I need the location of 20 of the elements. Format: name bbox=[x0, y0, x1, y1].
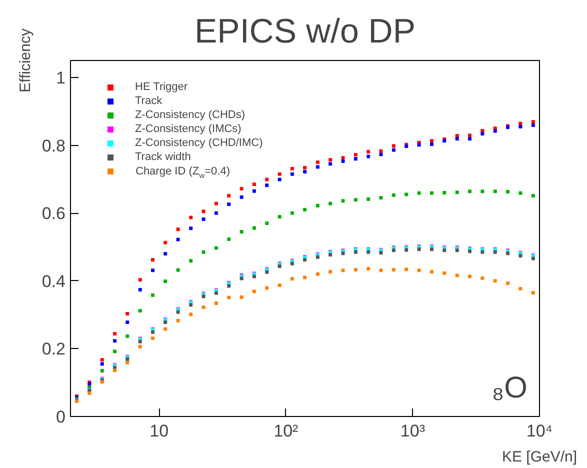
annotation: ₈O bbox=[492, 372, 528, 404]
chart-title: EPICS w/o DP bbox=[194, 12, 416, 50]
legend-label: Z-Consistency (CHD/IMC) bbox=[135, 136, 263, 150]
legend-label: Track bbox=[135, 94, 162, 108]
y-tick-label: 0.6 bbox=[42, 204, 66, 224]
x-tick-label: 10³ bbox=[400, 422, 426, 440]
y-axis-title: Efficiency bbox=[16, 28, 34, 92]
legend-label: Z-Consistency (CHDs) bbox=[135, 108, 246, 122]
y-tick-label: 0.8 bbox=[42, 136, 66, 156]
legend-label: Z-Consistency (IMCs) bbox=[135, 122, 242, 136]
x-axis-title: KE [GeV/n] bbox=[502, 448, 578, 466]
x-tick-label: 10 bbox=[150, 422, 169, 440]
y-tick-label: 0 bbox=[56, 408, 66, 426]
x-tick-label: 10⁴ bbox=[526, 422, 553, 440]
x-tick-label: 10² bbox=[274, 422, 299, 440]
y-tick-label: 0.4 bbox=[42, 272, 66, 291]
y-tick-label: 1 bbox=[56, 68, 66, 88]
y-tick-label: 0.2 bbox=[42, 340, 66, 359]
legend-label: Track width bbox=[135, 150, 191, 164]
legend-label: HE Trigger bbox=[135, 80, 188, 94]
